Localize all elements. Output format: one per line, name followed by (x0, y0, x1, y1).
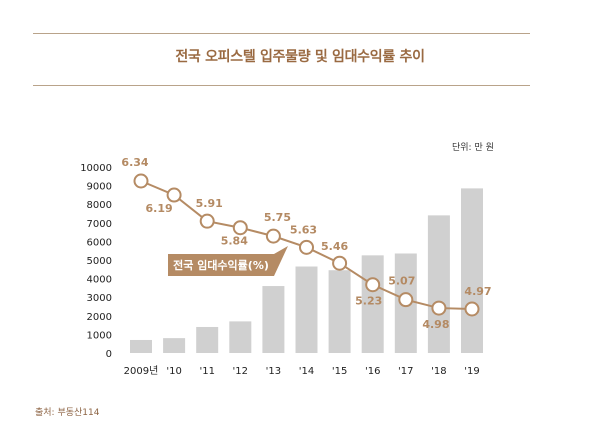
bar-4 (262, 286, 285, 353)
rate-label-4: 5.75 (264, 211, 291, 224)
bar-9 (427, 215, 450, 353)
bottom-rule (33, 85, 530, 86)
bar-0 (130, 339, 152, 353)
bar-10 (461, 188, 483, 353)
rate-point-10 (464, 301, 480, 317)
y-tick-label: 7000 (87, 219, 112, 230)
rate-point-9 (431, 300, 447, 316)
unit-label: 단위: 만 원 (452, 143, 494, 153)
rate-point-5 (299, 239, 314, 255)
bar-2 (196, 326, 219, 353)
bar-5 (295, 266, 318, 353)
rate-label-8: 5.07 (388, 275, 415, 288)
y-tick-label: 1000 (87, 330, 112, 341)
x-tick-label: '11 (199, 366, 214, 377)
rate-point-1 (166, 187, 182, 203)
y-tick-label: 8000 (87, 200, 112, 211)
y-tick-label: 0 (106, 349, 112, 360)
y-tick-label: 10000 (80, 163, 112, 174)
rate-label-3: 5.84 (221, 235, 248, 248)
rate-label-2: 5.91 (196, 197, 223, 210)
x-tick-label: '12 (233, 366, 248, 377)
x-tick-label: '17 (398, 366, 413, 377)
x-tick-label: '15 (332, 366, 347, 377)
rate-label-10: 4.97 (464, 285, 491, 298)
y-tick-label: 3000 (87, 293, 112, 304)
source-note: 출처: 부동산114 (35, 408, 100, 418)
rate-point-3 (232, 220, 248, 236)
bar-6 (328, 270, 351, 353)
rate-point-6 (332, 255, 348, 271)
y-tick-label: 5000 (87, 256, 112, 267)
rate-point-7 (365, 277, 381, 293)
rate-point-0 (133, 173, 149, 189)
rate-point-4 (265, 228, 281, 244)
rate-label-6: 5.46 (321, 240, 348, 253)
x-tick-label: '13 (266, 366, 281, 377)
x-tick-label: 2009년 (124, 365, 159, 377)
rate-label-7: 5.23 (355, 295, 382, 308)
y-tick-label: 4000 (87, 275, 112, 286)
rate-label-9: 4.98 (422, 318, 449, 331)
x-tick-label: '16 (365, 366, 380, 377)
legend-label: 전국 임대수익률(%) (173, 258, 269, 272)
y-tick-label: 2000 (87, 312, 112, 323)
x-tick-label: '18 (431, 366, 446, 377)
legend-box (168, 246, 288, 276)
rate-label-5: 5.63 (290, 223, 317, 236)
rate-point-2 (199, 213, 215, 229)
x-tick-label: '10 (166, 366, 181, 377)
rate-label-0: 6.34 (121, 156, 148, 169)
x-tick-label: '19 (464, 366, 479, 377)
bar-3 (229, 321, 252, 353)
top-rule (33, 33, 530, 34)
x-tick-label: '14 (299, 366, 314, 377)
y-tick-label: 6000 (87, 237, 112, 248)
chart-title: 전국 오피스텔 입주물량 및 임대수익률 추이 (175, 49, 425, 65)
bar-1 (163, 338, 186, 353)
legend: 전국 임대수익률(%) (168, 246, 288, 276)
rate-point-8 (398, 292, 414, 308)
rate-label-1: 6.19 (146, 202, 173, 215)
y-tick-label: 9000 (87, 182, 112, 193)
